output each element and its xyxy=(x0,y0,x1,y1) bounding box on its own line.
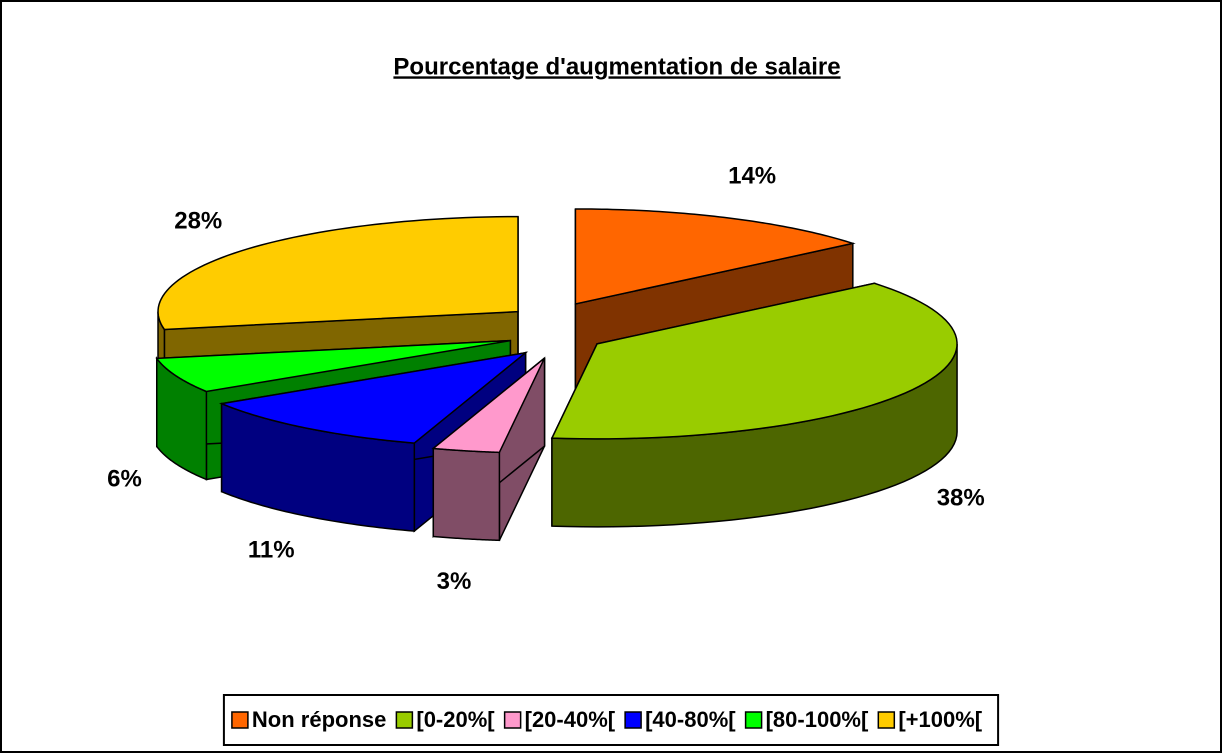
slice-top xyxy=(157,215,519,331)
data-label: 38% xyxy=(937,485,985,512)
slice-top xyxy=(431,357,546,454)
slice-top xyxy=(574,208,856,305)
legend-swatch xyxy=(877,711,896,729)
chart-title: Pourcentage d'augmentation de salaire xyxy=(393,53,840,80)
pie-slice xyxy=(431,356,546,542)
data-label: 6% xyxy=(107,465,142,492)
legend-swatch xyxy=(624,711,642,729)
legend-swatch xyxy=(744,711,763,729)
legend-swatch xyxy=(231,711,249,729)
data-label: 3% xyxy=(437,568,472,595)
data-label: 14% xyxy=(728,163,776,190)
legend-label: [80-100%[ xyxy=(766,707,869,732)
legend-label: Non réponse xyxy=(252,707,386,732)
legend-label: [0-20%[ xyxy=(416,707,495,732)
legend-label: [40-80%[ xyxy=(645,707,736,732)
slice-wall xyxy=(432,447,501,542)
slice-top xyxy=(550,282,958,440)
slice-top xyxy=(218,351,529,444)
slice-top xyxy=(155,339,511,393)
data-label: 28% xyxy=(174,208,222,235)
pie-slice xyxy=(550,282,958,528)
legend-label: [20-40%[ xyxy=(525,707,616,732)
data-label: 11% xyxy=(248,537,295,564)
legend-swatch xyxy=(395,711,414,729)
legend xyxy=(222,694,1000,746)
legend-label: [+100%[ xyxy=(898,707,982,732)
legend-swatch xyxy=(503,711,522,729)
